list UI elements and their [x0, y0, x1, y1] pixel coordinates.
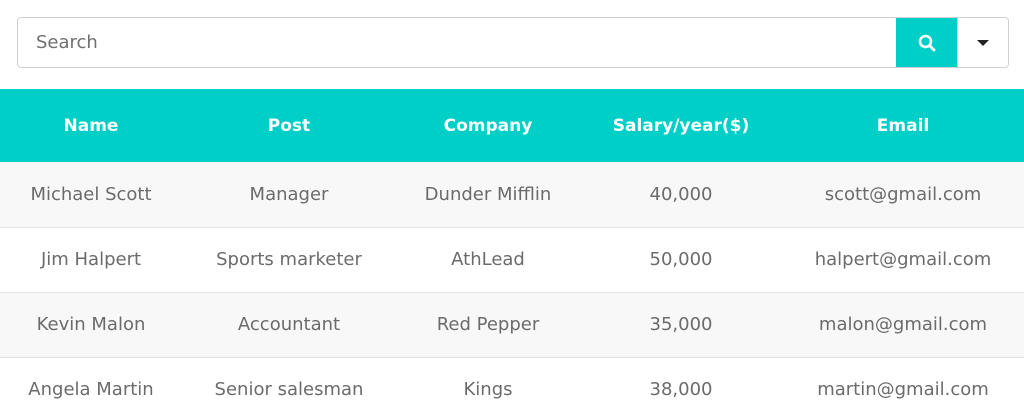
search-button[interactable] — [896, 18, 957, 67]
cell-email: malon@gmail.com — [818, 314, 988, 335]
table-header: Name Post Company Salary/year($) Email — [0, 89, 1024, 162]
cell-company: AthLead — [451, 249, 525, 270]
chevron-down-icon — [977, 39, 989, 46]
search-input[interactable] — [18, 18, 896, 67]
cell-post: Sports marketer — [216, 249, 362, 270]
cell-email: halpert@gmail.com — [814, 249, 992, 270]
cell-post: Accountant — [237, 314, 341, 335]
cell-salary: 50,000 — [649, 249, 713, 270]
table-header-row: Name Post Company Salary/year($) Email — [0, 89, 1024, 162]
column-header-post[interactable]: Post — [267, 115, 311, 136]
employee-table-container: Name Post Company Salary/year($) Email M… — [0, 89, 1024, 415]
cell-post: Senior salesman — [214, 379, 364, 400]
cell-name: Angela Martin — [28, 379, 154, 400]
column-header-company[interactable]: Company — [443, 115, 533, 136]
cell-name: Kevin Malon — [36, 314, 146, 335]
cell-salary: 40,000 — [649, 183, 713, 205]
search-icon — [918, 34, 935, 51]
table-body: Michael Scott Manager Dunder Mifflin 40,… — [0, 162, 1024, 415]
employee-table: Name Post Company Salary/year($) Email M… — [0, 89, 1024, 415]
cell-post: Manager — [249, 183, 329, 205]
cell-salary: 38,000 — [649, 379, 713, 400]
search-options-dropdown[interactable] — [957, 18, 1008, 67]
table-row[interactable]: Angela Martin Senior salesman Kings 38,0… — [0, 357, 1024, 415]
table-row[interactable]: Michael Scott Manager Dunder Mifflin 40,… — [0, 162, 1024, 227]
table-row[interactable]: Jim Halpert Sports marketer AthLead 50,0… — [0, 227, 1024, 292]
cell-company: Kings — [463, 379, 513, 400]
column-header-name[interactable]: Name — [63, 115, 119, 136]
cell-salary: 35,000 — [649, 314, 713, 335]
cell-email: martin@gmail.com — [817, 379, 989, 400]
cell-email: scott@gmail.com — [824, 183, 982, 205]
column-header-email[interactable]: Email — [876, 115, 930, 136]
table-row[interactable]: Kevin Malon Accountant Red Pepper 35,000… — [0, 292, 1024, 357]
cell-name: Michael Scott — [30, 183, 152, 205]
cell-company: Dunder Mifflin — [424, 183, 552, 205]
cell-company: Red Pepper — [436, 314, 540, 335]
search-bar — [17, 17, 1009, 68]
column-header-salary[interactable]: Salary/year($) — [612, 115, 750, 136]
cell-name: Jim Halpert — [40, 249, 142, 270]
